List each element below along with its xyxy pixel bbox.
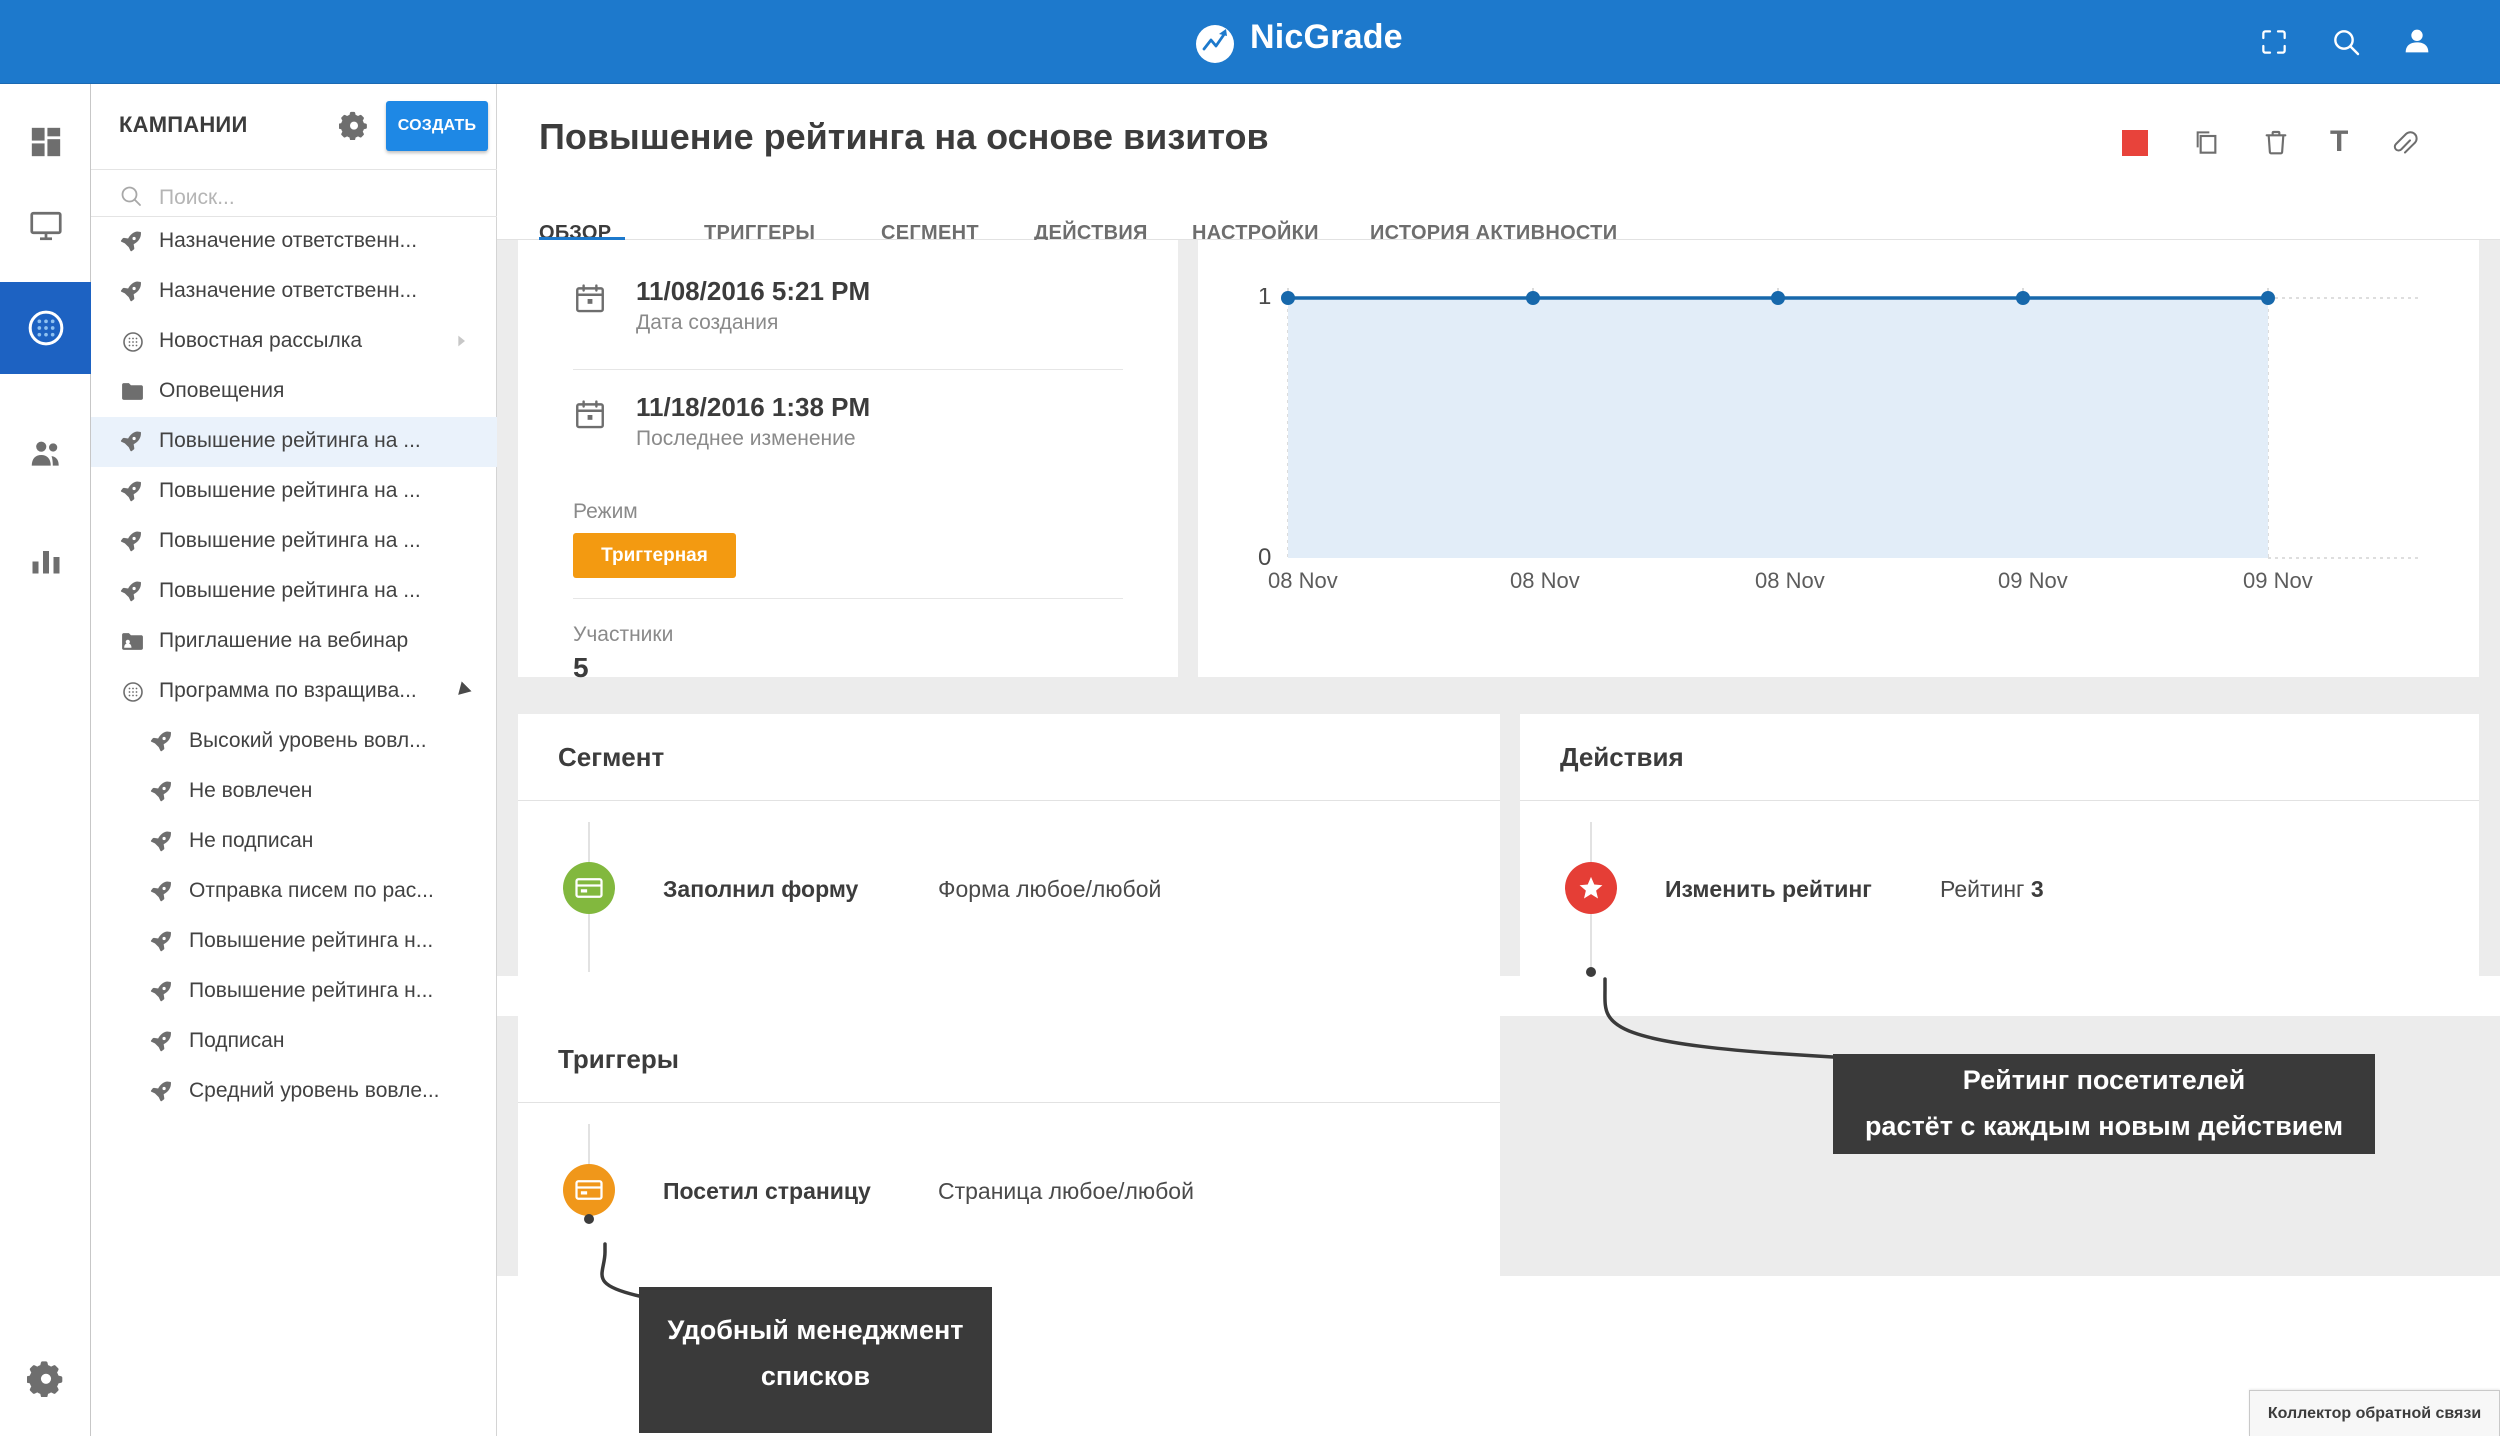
svg-text:08 Nov: 08 Nov <box>1510 568 1580 588</box>
svg-text:08 Nov: 08 Nov <box>1755 568 1825 588</box>
svg-text:08 Nov: 08 Nov <box>1268 568 1338 588</box>
svg-text:09 Nov: 09 Nov <box>1998 568 2068 588</box>
svg-text:09 Nov: 09 Nov <box>2243 568 2313 588</box>
svg-text:1: 1 <box>1258 288 1271 310</box>
svg-text:0: 0 <box>1258 544 1271 571</box>
